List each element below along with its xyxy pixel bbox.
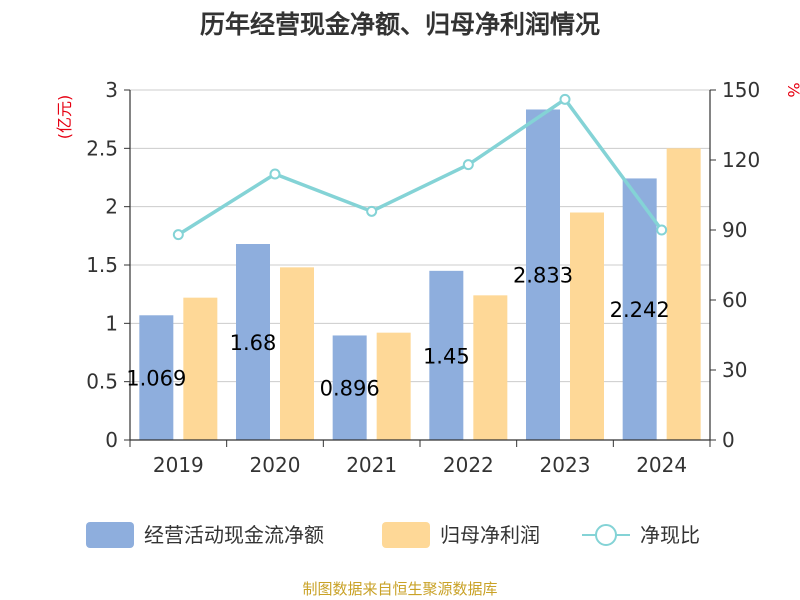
bar-cash-flow bbox=[332, 335, 367, 440]
data-label-cash-flow: 2.242 bbox=[610, 298, 670, 322]
data-label-cash-flow: 1.45 bbox=[423, 344, 470, 368]
bar-net-profit bbox=[666, 148, 701, 441]
data-label-cash-flow: 1.68 bbox=[230, 331, 277, 355]
data-label-cash-flow: 1.069 bbox=[126, 367, 186, 391]
left-axis-tick-label: 1 bbox=[105, 311, 118, 335]
bar-net-profit bbox=[473, 295, 508, 440]
right-axis-tick-label: 90 bbox=[722, 218, 747, 242]
ratio-point bbox=[172, 229, 184, 241]
data-label-cash-flow: 2.833 bbox=[513, 264, 573, 288]
left-axis-tick-label: 0 bbox=[105, 428, 118, 452]
ratio-line bbox=[177, 97, 664, 237]
bar-net-profit bbox=[570, 212, 604, 440]
left-axis-tick-label: 2 bbox=[105, 195, 118, 219]
left-axis-unit: (亿元) bbox=[55, 95, 74, 140]
chart-title: 历年经营现金净额、归母净利润情况 bbox=[200, 10, 600, 39]
left-axis-tick-label: 0.5 bbox=[86, 370, 118, 394]
legend-swatch-cash bbox=[86, 522, 134, 548]
ratio-point bbox=[559, 93, 571, 105]
right-axis-tick-label: 150 bbox=[722, 78, 760, 102]
legend-label-profit: 归母净利润 bbox=[440, 523, 540, 547]
ratio-point bbox=[269, 168, 281, 180]
bar-net-profit bbox=[183, 297, 218, 440]
legend-swatch-ratio-marker bbox=[595, 524, 617, 546]
x-axis-tick-label: 2019 bbox=[153, 453, 204, 477]
data-label-cash-flow: 0.896 bbox=[320, 377, 380, 401]
left-axis-tick-label: 2.5 bbox=[86, 136, 118, 160]
bar-net-profit bbox=[280, 267, 314, 440]
ratio-point bbox=[462, 159, 474, 171]
gridlines bbox=[130, 89, 710, 383]
data-labels-group: 1.069 1.68 0.896 1.45 2.833 2.242 bbox=[126, 264, 669, 401]
ratio-point bbox=[366, 205, 378, 217]
left-axis-tick-label: 3 bbox=[105, 78, 118, 102]
right-axis-tick-label: 60 bbox=[722, 288, 747, 312]
x-axis-tick-label: 2020 bbox=[250, 453, 301, 477]
right-axis-unit: % bbox=[784, 82, 800, 97]
bar-cash-flow bbox=[622, 178, 657, 440]
legend-swatch-profit bbox=[382, 522, 430, 548]
source-note: 制图数据来自恒生聚源数据库 bbox=[302, 580, 497, 598]
right-axis-tick-label: 0 bbox=[722, 428, 735, 452]
right-axis-tick-label: 30 bbox=[722, 358, 747, 382]
x-axis-tick-label: 2024 bbox=[636, 453, 687, 477]
right-axis-tick-label: 120 bbox=[722, 148, 760, 172]
legend-label-ratio: 净现比 bbox=[640, 523, 700, 547]
bar-cash-flow bbox=[139, 315, 174, 440]
bar-cash-flow bbox=[236, 244, 270, 440]
x-axis-tick-label: 2022 bbox=[443, 453, 494, 477]
legend-label-cash: 经营活动现金流净额 bbox=[144, 523, 324, 547]
bar-cash-flow bbox=[429, 270, 464, 440]
legend: 经营活动现金流净额 归母净利润 净现比 bbox=[86, 522, 700, 548]
x-axis-tick-label: 2021 bbox=[346, 453, 397, 477]
bar-series-group bbox=[139, 109, 701, 441]
bar-cash-flow bbox=[526, 109, 560, 440]
ratio-point bbox=[656, 224, 668, 236]
left-axis-tick-label: 1.5 bbox=[86, 253, 118, 277]
ratio-line-group bbox=[172, 93, 668, 241]
bar-net-profit bbox=[376, 332, 411, 440]
x-axis-tick-label: 2023 bbox=[540, 453, 591, 477]
